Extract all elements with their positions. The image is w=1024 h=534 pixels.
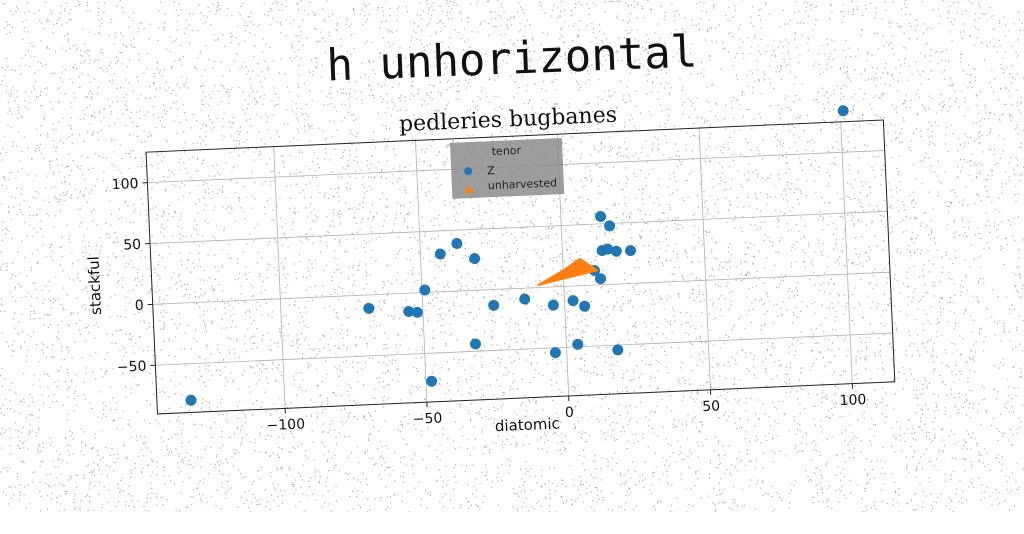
scatter-point xyxy=(451,238,462,249)
scatter-point xyxy=(595,211,606,222)
y-tick-label: 50 xyxy=(123,237,142,254)
scatter-point xyxy=(426,375,437,386)
scatter-point xyxy=(469,253,480,264)
scatter-point xyxy=(550,347,561,358)
y-axis-label: stackful xyxy=(85,256,106,316)
scatter-point xyxy=(837,105,848,116)
scatter-point xyxy=(604,220,615,231)
x-tick-label: 50 xyxy=(702,398,721,415)
x-grid-line xyxy=(841,122,852,384)
scatter-point xyxy=(435,248,446,259)
scatter-point xyxy=(579,301,590,312)
scatter-point xyxy=(625,245,636,256)
legend-entry-z: Z xyxy=(487,164,496,177)
scatter-point xyxy=(470,338,481,349)
x-grid-line xyxy=(415,140,426,402)
y-tick-label: 100 xyxy=(111,176,138,193)
legend: tenor Z unharvested xyxy=(450,138,564,199)
y-tick-label: 0 xyxy=(135,298,145,314)
x-tick-label: 0 xyxy=(565,405,575,421)
y-grid-line xyxy=(155,333,892,365)
x-tick-label: −100 xyxy=(266,417,305,435)
x-grid-line xyxy=(699,128,710,390)
unharvested-shape xyxy=(537,258,598,285)
x-tick-label: 100 xyxy=(839,392,866,409)
x-axis-label: diatomic xyxy=(494,414,560,435)
y-grid-line xyxy=(150,211,887,243)
scatter-point xyxy=(412,307,423,318)
chart-title: pedleries bugbanes xyxy=(399,103,618,137)
scatter-point xyxy=(519,293,530,304)
legend-title: tenor xyxy=(491,144,521,158)
scatter-point xyxy=(419,284,430,295)
scatter-point xyxy=(488,300,499,311)
scatter-point xyxy=(363,303,374,314)
scatter-point xyxy=(567,295,578,306)
scatter-point xyxy=(612,344,623,355)
y-tick-label: −50 xyxy=(117,359,147,376)
scatter-point xyxy=(548,299,559,310)
x-grid-line xyxy=(274,147,285,409)
x-tick-label: −50 xyxy=(413,411,443,428)
scatter-point xyxy=(185,395,196,406)
scatter-point xyxy=(572,339,583,350)
